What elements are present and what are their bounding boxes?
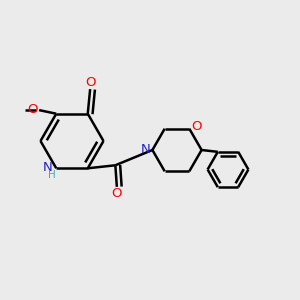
Text: H: H <box>49 169 56 180</box>
Text: O: O <box>27 103 38 116</box>
Text: O: O <box>85 76 96 89</box>
Text: O: O <box>191 120 202 134</box>
Text: N: N <box>43 160 52 174</box>
Text: N: N <box>141 142 151 156</box>
Text: O: O <box>112 187 122 200</box>
